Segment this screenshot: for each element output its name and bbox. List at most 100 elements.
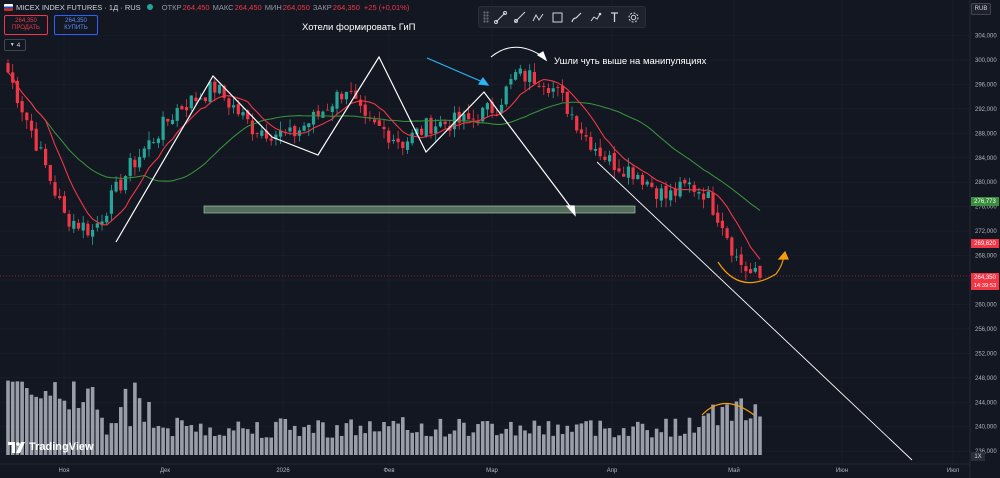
volume-bar xyxy=(297,435,302,455)
ray-icon[interactable] xyxy=(512,10,527,25)
candle xyxy=(631,164,635,185)
volume-bar xyxy=(316,420,320,455)
candle xyxy=(565,91,569,118)
time-tick-label: Мар xyxy=(486,468,498,474)
candle xyxy=(608,150,612,166)
trendline-icon[interactable] xyxy=(493,10,508,25)
volume-bar xyxy=(349,419,353,455)
price-tick-label: 260,000 xyxy=(975,302,997,308)
close-value: 264,350 xyxy=(332,2,360,12)
symbol-title[interactable]: MICEX INDEX FUTURES · 1Д · RUS xyxy=(16,2,141,12)
high-value: 264,450 xyxy=(234,2,262,12)
candle xyxy=(335,89,339,114)
candle xyxy=(720,212,724,236)
candle xyxy=(25,111,29,130)
volume-bar xyxy=(175,417,179,455)
candle xyxy=(387,127,391,150)
volume-bar xyxy=(471,432,476,455)
candle xyxy=(401,141,405,156)
volume-bar xyxy=(142,421,147,455)
volume-bar xyxy=(466,435,471,455)
volume-bar xyxy=(579,423,584,455)
annotation-top[interactable]: Хотели формировать ГиП xyxy=(302,22,416,33)
price-axis: 304,000 300,000 296,000 292,000 288,000 284,0… xyxy=(975,34,997,456)
candle xyxy=(194,91,198,105)
text-icon[interactable] xyxy=(607,10,622,25)
volume-bar xyxy=(631,426,635,455)
volume-bar xyxy=(443,436,447,455)
candle xyxy=(490,97,494,118)
polyline-icon[interactable] xyxy=(531,10,546,25)
open-label: ОТКР xyxy=(161,2,182,12)
volume-bar xyxy=(161,427,165,455)
candle xyxy=(744,261,748,281)
path-icon[interactable] xyxy=(588,10,603,25)
annotation-manipulation[interactable]: Ушли чуть выше на манипуляциях xyxy=(554,56,707,67)
volume-bar xyxy=(302,427,306,455)
candle xyxy=(100,214,104,231)
scale-button[interactable]: 1X xyxy=(971,452,985,461)
volume-bar xyxy=(10,381,15,455)
volume-bar xyxy=(255,422,259,455)
price-tick-label: 304,000 xyxy=(975,34,997,40)
candle xyxy=(485,102,489,118)
settings-icon[interactable] xyxy=(626,10,641,25)
volume-bar xyxy=(415,432,419,455)
rectangle-icon[interactable] xyxy=(550,10,565,25)
candle xyxy=(76,219,81,231)
volume-bar xyxy=(659,432,664,455)
volume-bar xyxy=(584,421,588,455)
candle xyxy=(739,246,743,274)
indicators-toggle[interactable]: ▼ 4 xyxy=(4,39,26,51)
candle xyxy=(471,109,475,129)
candle xyxy=(612,146,616,179)
volume-bar xyxy=(537,425,541,455)
volume-bar xyxy=(213,436,217,455)
volume-bar xyxy=(48,395,53,455)
buy-button[interactable]: 264,350 КУПИТЬ xyxy=(54,15,98,35)
volume-bar xyxy=(372,431,377,455)
time-tick-label: Май xyxy=(728,467,740,474)
volume-bar xyxy=(697,427,701,455)
candle xyxy=(264,124,269,142)
chart-grid xyxy=(0,0,970,464)
brush-icon[interactable] xyxy=(569,10,584,25)
volume-bar xyxy=(405,429,410,455)
candle xyxy=(39,141,43,150)
candle xyxy=(509,73,513,90)
volume-bar xyxy=(739,398,743,455)
candle xyxy=(44,143,48,169)
arrow-head-zigzag xyxy=(565,205,576,217)
volume-bar xyxy=(137,398,142,455)
volume-bar xyxy=(687,417,692,455)
volume-bar xyxy=(189,425,194,455)
volume-bar xyxy=(368,421,372,455)
tradingview-logo[interactable]: TradingView xyxy=(8,441,94,453)
volume-bar xyxy=(386,426,391,455)
candle xyxy=(340,91,344,104)
candle xyxy=(344,91,348,105)
volume-bar xyxy=(621,428,626,455)
candle xyxy=(48,164,52,185)
grip-icon[interactable] xyxy=(483,11,489,23)
candle xyxy=(288,119,292,136)
currency-selector[interactable]: RUB xyxy=(971,3,991,15)
trade-buttons: 264,350 ПРОДАТЬ 264,350 КУПИТЬ xyxy=(4,15,98,35)
candle xyxy=(749,263,753,274)
orange-curve xyxy=(701,250,789,416)
volume-bar xyxy=(198,423,203,455)
arrow-head-arc xyxy=(536,51,548,62)
volume-bar xyxy=(321,422,325,455)
volume-bar xyxy=(100,417,104,455)
price-tick-label: 300,000 xyxy=(975,58,997,64)
blue-arrow xyxy=(426,57,490,86)
candle xyxy=(438,115,442,128)
sell-button[interactable]: 264,350 ПРОДАТЬ xyxy=(4,15,48,35)
volume-bar xyxy=(86,388,90,455)
volume-bar xyxy=(339,435,344,455)
candle xyxy=(217,84,222,95)
volume-bar xyxy=(424,435,429,455)
volume-bar xyxy=(39,398,43,455)
candle xyxy=(561,79,565,102)
